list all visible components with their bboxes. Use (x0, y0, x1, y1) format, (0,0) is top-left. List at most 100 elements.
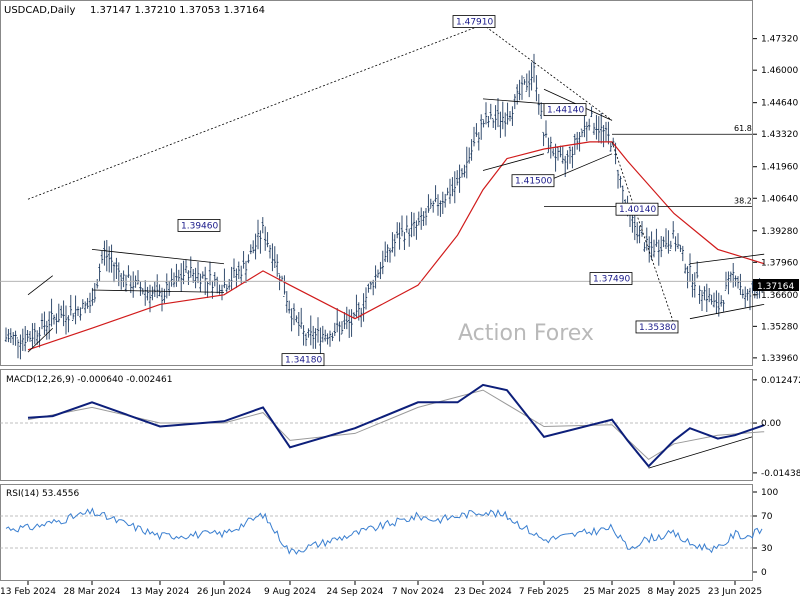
price-bar (132, 271, 135, 298)
price-bar (88, 292, 92, 314)
rsi-axis-label: 100 (761, 488, 778, 498)
price-bar (141, 288, 144, 295)
channel-line (27, 327, 54, 353)
price-bar (62, 300, 65, 327)
price-bar (468, 147, 471, 164)
price-bar (571, 146, 574, 169)
price-axis-label: 1.35280 (761, 322, 798, 332)
price-bar (655, 228, 658, 247)
price-bar (24, 326, 27, 352)
price-bar (662, 236, 665, 248)
price-bar (7, 328, 10, 343)
price-bar (652, 239, 656, 258)
time-axis-label: 28 Mar 2024 (63, 587, 120, 597)
price-bar (14, 330, 17, 346)
price-bar (499, 111, 502, 138)
price-bar (470, 139, 473, 161)
price-bar (252, 240, 255, 254)
price-bar (165, 273, 168, 299)
price-bar (415, 220, 418, 240)
price-bar (201, 271, 204, 279)
price-bar (170, 268, 173, 287)
price-bar (28, 330, 32, 342)
price-bar (686, 266, 689, 289)
price-bar (302, 325, 305, 346)
price-bar (374, 265, 377, 289)
price-bar (295, 315, 298, 323)
price-bar (345, 306, 348, 330)
price-bar (129, 275, 132, 294)
price-bar (139, 281, 142, 296)
time-axis-label: 13 Feb 2024 (0, 587, 56, 597)
price-bar (460, 168, 464, 178)
price-bar (410, 211, 413, 238)
price-bar (384, 241, 387, 262)
fib-level-label: 61.8 (734, 124, 752, 133)
rsi-panel-frame (0, 484, 753, 581)
price-bar (679, 244, 682, 253)
price-bar (684, 263, 687, 274)
price-bar (112, 262, 116, 283)
price-bar (136, 270, 140, 285)
price-bar (456, 170, 459, 186)
price-bar (712, 292, 716, 308)
macd-axis-label: 0.00 (761, 419, 781, 429)
price-bar (612, 137, 615, 146)
price-bar (127, 265, 130, 278)
price-axis-label: 1.37960 (761, 258, 798, 268)
price-axis-label: 1.41960 (761, 163, 798, 173)
price-bar (74, 295, 77, 325)
price-bar (616, 169, 620, 189)
price-bar (736, 276, 740, 289)
price-bar (72, 313, 75, 321)
price-bar (703, 286, 706, 301)
price-bar (357, 302, 360, 321)
price-bar (398, 222, 401, 250)
price-bar (81, 299, 84, 309)
price-bar (417, 211, 420, 226)
channel-line (689, 253, 765, 265)
macd-trendline (648, 436, 753, 469)
time-axis-label: 23 Jun 2025 (708, 587, 762, 597)
price-bar (739, 273, 742, 295)
time-axis-label: 9 Aug 2024 (264, 587, 316, 597)
price-bar (674, 236, 677, 252)
price-bar (715, 290, 718, 314)
price-bar (448, 178, 452, 204)
price-bar (472, 126, 476, 147)
rsi-axis-label: 0 (761, 568, 767, 578)
price-bar (309, 315, 312, 346)
price-bar (660, 236, 663, 258)
price-bar (278, 273, 281, 291)
price-bar (648, 236, 651, 263)
price-bar (427, 194, 430, 213)
wedge-line (543, 153, 613, 183)
price-bar (552, 148, 555, 157)
rsi-axis-label: 30 (761, 544, 773, 554)
price-bar (76, 306, 80, 316)
price-bar (184, 259, 188, 273)
triangle-line (91, 289, 225, 293)
price-bar (144, 280, 147, 306)
price-bar (403, 231, 406, 250)
channel-line (689, 303, 765, 320)
current-price-label: 1.37164 (757, 282, 794, 292)
svg-text:1.44140: 1.44140 (547, 106, 584, 116)
price-bar (285, 291, 288, 313)
price-axis-label: 1.44640 (761, 99, 798, 109)
price-axis-label: 1.47320 (761, 35, 798, 45)
price-bar (52, 314, 56, 325)
price-annotation: 1.41500 (511, 174, 555, 188)
price-bar (194, 267, 197, 289)
price-bar (316, 317, 320, 343)
price-bar (436, 194, 440, 216)
price-bar (230, 266, 233, 290)
price-bar (259, 230, 262, 254)
price-bar (429, 198, 432, 209)
price-bar (177, 269, 180, 282)
price-bar (223, 268, 226, 289)
price-bar (64, 305, 68, 335)
price-bar (60, 305, 63, 319)
price-bar (300, 307, 303, 329)
triangle-line (91, 248, 225, 265)
